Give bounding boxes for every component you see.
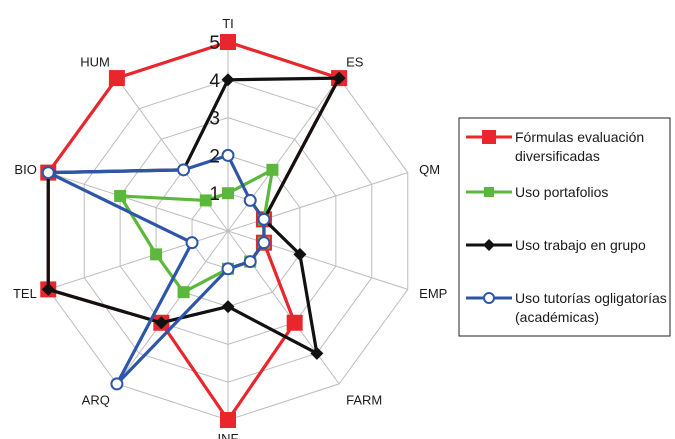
series-3-point-farm: [310, 346, 324, 360]
legend-items: Fórmulas evaluación diversificadas Uso por…: [466, 129, 667, 325]
series-1-point-ti: [220, 34, 236, 50]
legend-marker-4: [483, 292, 495, 304]
legend-item-1: Fórmulas evaluación diversificadas: [466, 129, 644, 164]
series-1-point-farm: [286, 314, 303, 331]
series-2-point-hum: [199, 194, 212, 207]
tick-labels: 1 2 3 4 5: [209, 33, 220, 205]
series-4-point-inf: [221, 262, 235, 276]
series-4-point-es: [243, 193, 257, 207]
axis-label-farm: FARM: [346, 393, 382, 408]
tick-label-5: 5: [209, 33, 220, 54]
series-4-point-farm: [243, 255, 257, 269]
tick-label-2: 2: [209, 146, 220, 167]
series-2-point-ti: [222, 187, 234, 200]
series-4: [41, 148, 271, 391]
series-layer: [40, 34, 348, 428]
series-2-point-es: [266, 163, 279, 176]
axis-label-inf: INF: [218, 431, 239, 439]
series-3-point-arq: [154, 316, 168, 330]
series-4-point-bio: [41, 166, 55, 180]
spoke-arq: [116, 230, 229, 385]
tick-label-4: 4: [209, 71, 220, 92]
series-2: [114, 163, 279, 299]
legend-label-1-line-2: diversificadas: [515, 148, 600, 164]
axis-label-es: ES: [346, 54, 364, 69]
spoke-tel: [48, 230, 229, 290]
series-3-line: [46, 76, 341, 355]
series-1: [40, 34, 348, 428]
spoke-bio: [48, 172, 229, 232]
series-2-point-bio: [114, 189, 127, 202]
legend-item-2: Uso portafolios: [466, 184, 608, 200]
legend-label-4-line-1: Uso tutorías ogligatorías: [515, 290, 667, 306]
series-1-point-hum: [108, 70, 125, 87]
tick-label-1: 1: [209, 184, 220, 205]
axis-label-qm: QM: [419, 162, 440, 177]
spoke-es: [227, 77, 340, 232]
series-4-point-arq: [110, 377, 124, 391]
axis-label-bio: BIO: [14, 162, 36, 177]
spoke-farm: [227, 230, 340, 385]
tick-label-3: 3: [209, 109, 220, 130]
axis-label-emp: EMP: [419, 286, 447, 301]
series-3-point-emp: [293, 247, 307, 261]
series-2-point-tel: [150, 248, 163, 261]
axis-label-tel: TEL: [13, 286, 37, 301]
series-2-point-arq: [177, 286, 190, 299]
legend: Fórmulas evaluación diversificadas Uso por…: [458, 117, 671, 337]
series-4-point-emp: [257, 236, 271, 250]
series-4-point-hum: [177, 163, 191, 177]
series-3-point-ti: [221, 73, 235, 87]
series-4-point-qm: [257, 212, 271, 226]
legend-marker-2: [484, 187, 494, 197]
series-1-point-inf: [220, 412, 236, 428]
legend-marker-1: [482, 130, 496, 144]
axis-label-ti: TI: [222, 16, 234, 31]
axis-labels: TI ES QM EMP FARM INF ARQ TEL BIO HUM: [13, 16, 447, 439]
series-1-line: [46, 40, 341, 422]
series-3-point-tel: [41, 282, 55, 296]
series-3-point-es: [332, 71, 346, 85]
axis-label-arq: ARQ: [82, 393, 110, 408]
axis-label-hum: HUM: [80, 54, 110, 69]
legend-marker-3: [483, 239, 495, 251]
legend-label-2-line-1: Uso portafolios: [515, 184, 608, 200]
legend-label-4-line-2: (académicas): [515, 309, 599, 325]
series-3-point-inf: [221, 300, 235, 314]
series-4-point-ti: [221, 148, 235, 162]
series-4-point-tel: [185, 236, 199, 250]
legend-item-4: Uso tutorías ogligatorías (académicas): [466, 290, 667, 325]
legend-item-3: Uso trabajo en grupo: [466, 237, 646, 253]
legend-label-3-line-1: Uso trabajo en grupo: [515, 237, 646, 253]
legend-label-1-line-1: Fórmulas evaluación: [515, 129, 644, 145]
